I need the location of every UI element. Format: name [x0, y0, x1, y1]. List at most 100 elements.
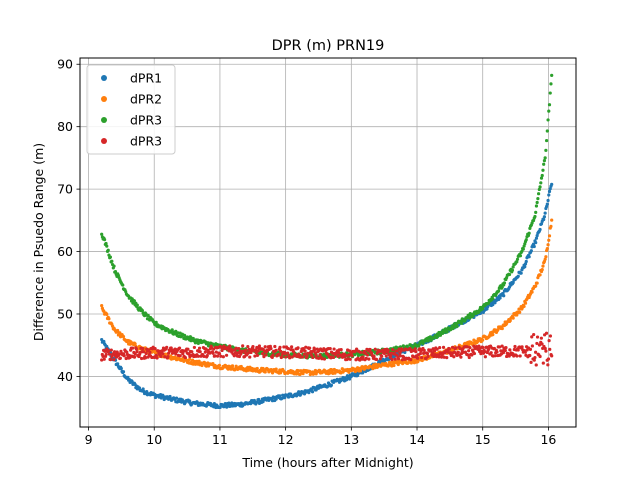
- data-point: [550, 182, 554, 186]
- data-point: [510, 268, 515, 272]
- data-point: [515, 313, 519, 317]
- data-point: [278, 394, 282, 398]
- data-point: [547, 234, 552, 238]
- data-point: [547, 109, 551, 113]
- data-point: [413, 347, 417, 351]
- data-point: [147, 348, 151, 352]
- data-point: [181, 352, 185, 356]
- data-point: [311, 355, 315, 360]
- data-point: [458, 347, 462, 351]
- data-point: [511, 281, 515, 285]
- legend-label: dPR1: [130, 71, 162, 86]
- data-point: [102, 238, 107, 242]
- data-point: [534, 204, 539, 208]
- data-point: [539, 181, 543, 185]
- data-point: [107, 317, 111, 321]
- data-point: [497, 289, 501, 293]
- data-point: [374, 357, 379, 362]
- data-point: [283, 395, 287, 399]
- data-point: [505, 276, 509, 280]
- data-point: [214, 350, 218, 354]
- data-point: [538, 273, 542, 277]
- data-point: [313, 351, 318, 355]
- data-point: [483, 350, 487, 354]
- data-point: [165, 345, 169, 349]
- data-point: [279, 349, 283, 353]
- data-point: [205, 353, 209, 358]
- data-point: [274, 367, 278, 371]
- data-point: [487, 347, 491, 351]
- legend-label: dPR3: [130, 134, 162, 149]
- data-point: [255, 366, 259, 371]
- data-point: [418, 352, 422, 356]
- data-point: [513, 344, 517, 349]
- data-point: [401, 344, 405, 348]
- data-point: [253, 348, 258, 352]
- data-point: [530, 344, 534, 348]
- data-point: [544, 331, 549, 335]
- data-point: [528, 347, 533, 351]
- data-point: [535, 233, 539, 238]
- data-point: [121, 370, 126, 374]
- x-tick-label: 15: [475, 432, 491, 447]
- data-point: [391, 348, 395, 352]
- data-point: [544, 349, 548, 353]
- data-point: [503, 348, 507, 353]
- chart-title: DPR (m) PRN19: [272, 38, 385, 54]
- data-point: [546, 243, 550, 247]
- data-point: [539, 176, 544, 180]
- legend-marker: [101, 138, 107, 144]
- data-point: [109, 348, 113, 352]
- legend-marker: [101, 117, 107, 123]
- legend-box: [86, 64, 176, 155]
- data-point: [132, 355, 137, 359]
- data-point: [305, 354, 309, 358]
- data-point: [541, 168, 545, 172]
- y-tick-label: 50: [57, 306, 73, 321]
- data-point: [466, 353, 470, 357]
- data-point: [166, 354, 170, 359]
- data-point: [543, 257, 547, 261]
- data-point: [215, 354, 220, 358]
- data-point: [261, 366, 265, 371]
- data-point: [397, 347, 401, 351]
- data-point: [121, 335, 126, 339]
- y-axis-label: Difference in Psuedo Range (m): [31, 143, 46, 341]
- data-point: [103, 349, 107, 353]
- data-point: [532, 244, 536, 249]
- x-tick-label: 12: [278, 432, 294, 447]
- data-point: [197, 346, 202, 350]
- data-point: [507, 272, 512, 277]
- data-point: [347, 349, 352, 353]
- data-point: [532, 332, 536, 337]
- data-point: [139, 356, 144, 361]
- data-point: [118, 356, 122, 360]
- data-point: [527, 231, 531, 235]
- data-point: [255, 353, 260, 357]
- data-point: [303, 349, 307, 353]
- data-point: [121, 283, 125, 287]
- data-point: [534, 241, 538, 245]
- data-point: [280, 355, 284, 359]
- legend-label: dPR2: [130, 92, 162, 107]
- data-point: [286, 395, 291, 399]
- data-point: [409, 358, 413, 362]
- data-point: [358, 369, 363, 373]
- data-point: [113, 270, 118, 274]
- data-point: [100, 358, 104, 362]
- data-point: [528, 353, 532, 358]
- data-point: [367, 357, 371, 361]
- data-point: [511, 316, 515, 320]
- data-point: [105, 244, 109, 248]
- data-point: [188, 399, 192, 403]
- data-point: [273, 344, 277, 349]
- x-tick-label: 11: [212, 432, 228, 447]
- data-point: [455, 324, 459, 328]
- data-point: [548, 347, 552, 351]
- data-point: [454, 346, 458, 350]
- data-point: [203, 361, 207, 365]
- data-point: [547, 238, 551, 242]
- data-point: [449, 351, 453, 355]
- data-point: [542, 217, 546, 222]
